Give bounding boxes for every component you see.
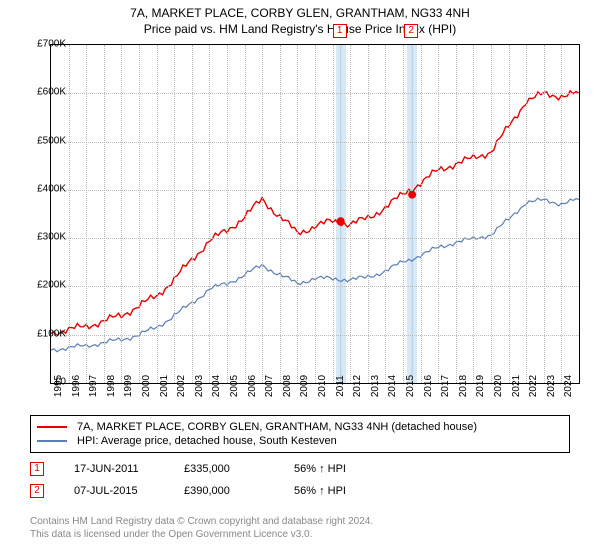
x-tick-label: 2001	[159, 375, 170, 397]
x-tick-label: 2022	[528, 375, 539, 397]
x-tick-label: 2011	[335, 375, 346, 397]
footer-line2: This data is licensed under the Open Gov…	[30, 528, 373, 541]
sale-pct: 56% ↑ HPI	[294, 463, 374, 475]
x-tick-label: 2014	[387, 375, 398, 397]
y-tick-label: £700K	[37, 39, 66, 50]
sale-row: 1 17-JUN-2011 £335,000 56% ↑ HPI	[30, 462, 374, 476]
gridline-v	[456, 45, 457, 383]
legend-label: HPI: Average price, detached house, Sout…	[77, 435, 337, 447]
gridline-v	[192, 45, 193, 383]
x-tick-label: 2018	[458, 375, 469, 397]
gridline-v	[174, 45, 175, 383]
x-tick-label: 1998	[106, 375, 117, 397]
sale-rows: 1 17-JUN-2011 £335,000 56% ↑ HPI 2 07-JUL-201…	[30, 462, 374, 506]
y-tick-label: £100K	[37, 328, 66, 339]
gridline-v	[280, 45, 281, 383]
title-block: 7A, MARKET PLACE, CORBY GLEN, GRANTHAM, …	[0, 0, 600, 36]
gridline-v	[438, 45, 439, 383]
sale-price: £390,000	[184, 485, 264, 497]
sale-dot	[337, 217, 345, 225]
legend-label: 7A, MARKET PLACE, CORBY GLEN, GRANTHAM, …	[77, 421, 477, 433]
sale-marker-box: 1	[333, 24, 347, 38]
x-tick-label: 2024	[563, 375, 574, 397]
gridline-v	[157, 45, 158, 383]
x-tick-label: 2023	[546, 375, 557, 397]
sale-dot	[408, 191, 416, 199]
gridline-v	[315, 45, 316, 383]
footer-text: Contains HM Land Registry data © Crown c…	[30, 515, 373, 541]
legend-row: HPI: Average price, detached house, Sout…	[37, 434, 563, 448]
x-tick-label: 1997	[88, 375, 99, 397]
x-tick-label: 2019	[475, 375, 486, 397]
x-tick-label: 2005	[229, 375, 240, 397]
gridline-v	[350, 45, 351, 383]
gridline-v	[104, 45, 105, 383]
gridline-v	[473, 45, 474, 383]
gridline-v	[86, 45, 87, 383]
y-tick-label: £300K	[37, 232, 66, 243]
gridline-v	[121, 45, 122, 383]
sale-pct: 56% ↑ HPI	[294, 485, 374, 497]
legend-swatch	[37, 426, 67, 428]
x-tick-label: 2010	[317, 375, 328, 397]
x-tick-label: 1999	[123, 375, 134, 397]
sale-price: £335,000	[184, 463, 264, 475]
x-tick-label: 1995	[53, 375, 64, 397]
y-tick-label: £200K	[37, 280, 66, 291]
gridline-v	[262, 45, 263, 383]
gridline-v	[139, 45, 140, 383]
y-tick-label: £600K	[37, 87, 66, 98]
x-tick-label: 2021	[511, 375, 522, 397]
gridline-v	[526, 45, 527, 383]
sale-row-marker: 1	[30, 462, 44, 476]
y-tick-label: £500K	[37, 135, 66, 146]
x-tick-label: 2015	[405, 375, 416, 397]
legend-box: 7A, MARKET PLACE, CORBY GLEN, GRANTHAM, …	[30, 415, 570, 453]
footer-line1: Contains HM Land Registry data © Crown c…	[30, 515, 373, 528]
x-tick-label: 2020	[493, 375, 504, 397]
x-tick-label: 2017	[440, 375, 451, 397]
x-tick-label: 2002	[176, 375, 187, 397]
title-line1: 7A, MARKET PLACE, CORBY GLEN, GRANTHAM, …	[0, 6, 600, 20]
gridline-v	[385, 45, 386, 383]
x-tick-label: 2008	[282, 375, 293, 397]
gridline-v	[245, 45, 246, 383]
x-tick-label: 2006	[247, 375, 258, 397]
x-tick-label: 2013	[370, 375, 381, 397]
x-tick-label: 2004	[211, 375, 222, 397]
x-tick-label: 1996	[71, 375, 82, 397]
x-tick-label: 2003	[194, 375, 205, 397]
x-tick-label: 2000	[141, 375, 152, 397]
chart-plot-area	[50, 44, 580, 384]
x-tick-label: 2007	[264, 375, 275, 397]
gridline-v	[509, 45, 510, 383]
chart-container: 7A, MARKET PLACE, CORBY GLEN, GRANTHAM, …	[0, 0, 600, 560]
sale-row: 2 07-JUL-2015 £390,000 56% ↑ HPI	[30, 484, 374, 498]
gridline-v	[491, 45, 492, 383]
x-tick-label: 2016	[423, 375, 434, 397]
gridline-v	[227, 45, 228, 383]
gridline-v	[421, 45, 422, 383]
sale-row-marker: 2	[30, 484, 44, 498]
gridline-v	[368, 45, 369, 383]
gridline-v	[297, 45, 298, 383]
gridline-v	[544, 45, 545, 383]
gridline-v	[209, 45, 210, 383]
legend-row: 7A, MARKET PLACE, CORBY GLEN, GRANTHAM, …	[37, 420, 563, 434]
gridline-v	[69, 45, 70, 383]
sale-date: 17-JUN-2011	[74, 463, 154, 475]
y-tick-label: £400K	[37, 183, 66, 194]
gridline-v	[403, 45, 404, 383]
x-tick-label: 2012	[352, 375, 363, 397]
sale-marker-box: 2	[404, 24, 418, 38]
x-tick-label: 2009	[299, 375, 310, 397]
gridline-v	[561, 45, 562, 383]
title-line2: Price paid vs. HM Land Registry's House …	[0, 22, 600, 36]
legend-swatch	[37, 440, 67, 442]
sale-date: 07-JUL-2015	[74, 485, 154, 497]
gridline-v	[333, 45, 334, 383]
